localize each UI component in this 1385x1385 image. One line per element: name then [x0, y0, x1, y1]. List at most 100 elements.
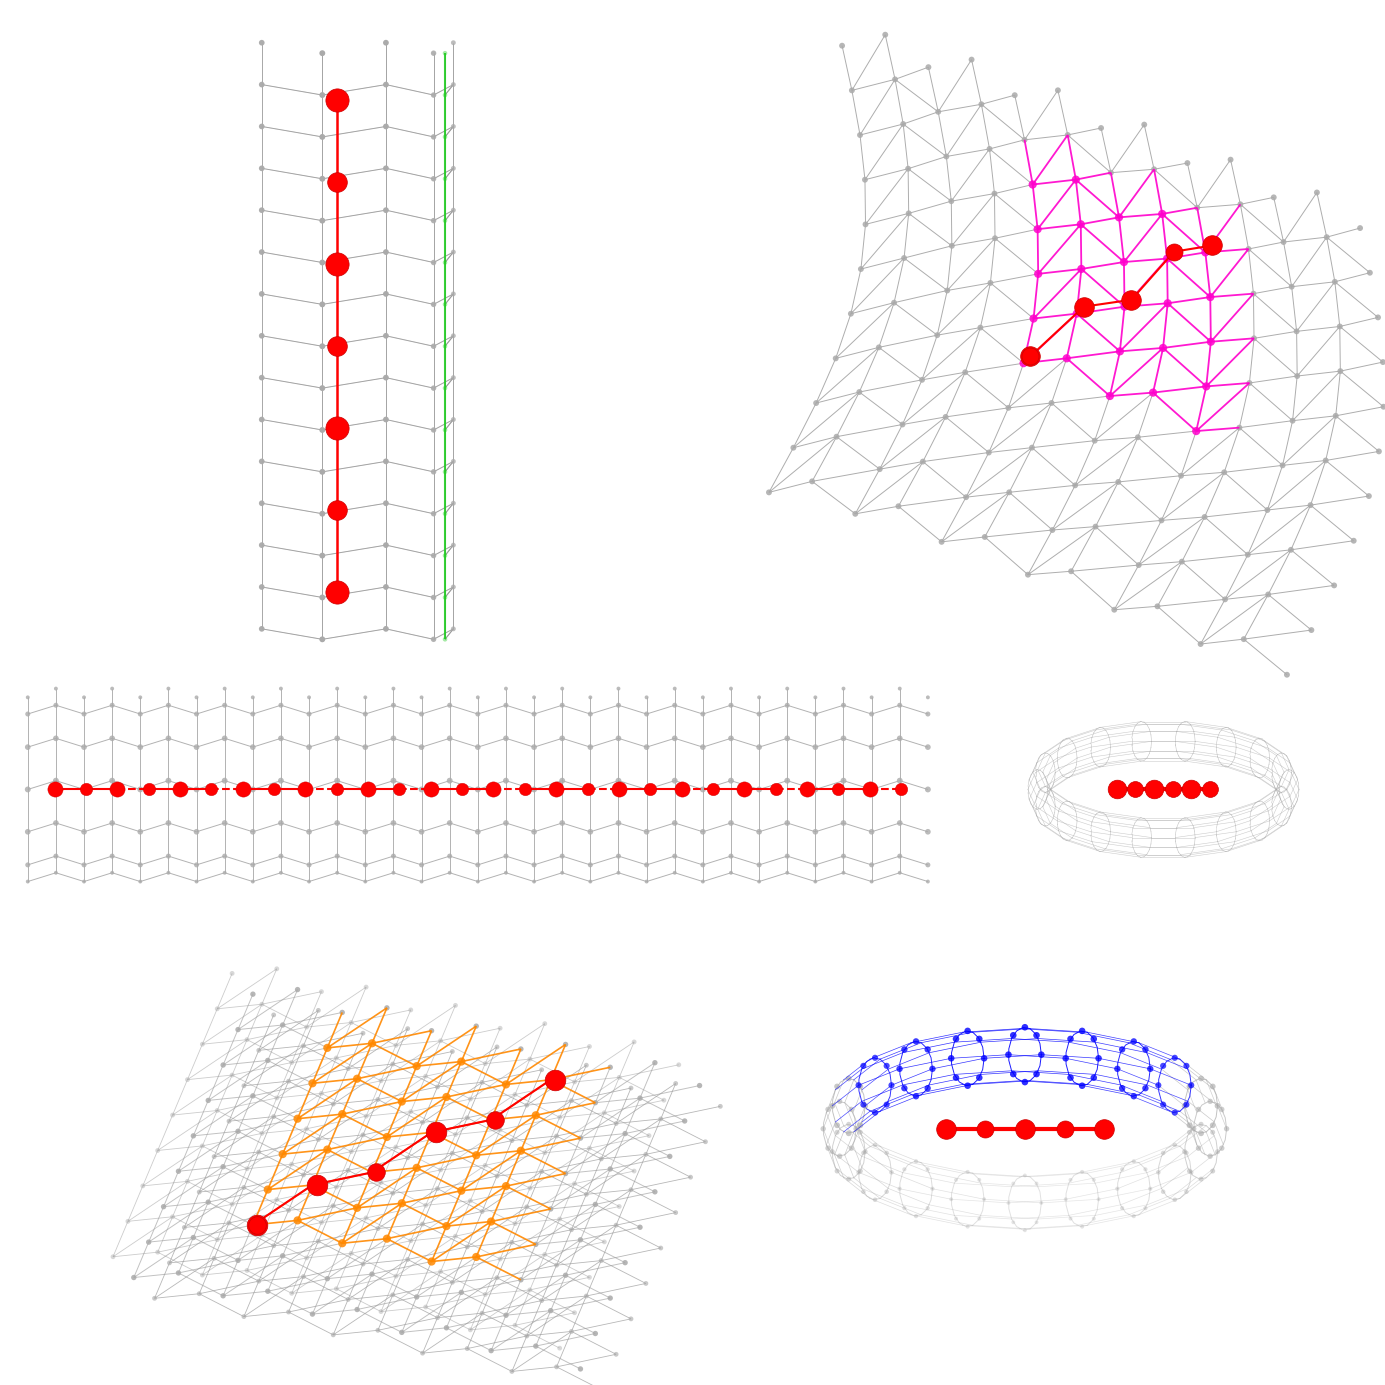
Point: [832, 845, 855, 867]
Point: [391, 1090, 413, 1112]
Point: [805, 392, 827, 414]
Point: [251, 409, 273, 431]
Point: [1083, 1169, 1105, 1191]
Point: [310, 1212, 332, 1234]
Point: [341, 1242, 363, 1265]
Point: [375, 199, 397, 222]
Point: [1022, 307, 1044, 330]
Point: [352, 1253, 374, 1276]
Point: [638, 1125, 661, 1147]
Point: [162, 1206, 184, 1228]
Point: [325, 417, 348, 439]
Point: [101, 677, 123, 699]
Point: [1025, 1212, 1047, 1234]
Point: [1003, 1062, 1025, 1084]
Point: [917, 778, 939, 801]
Point: [1071, 258, 1093, 280]
Point: [636, 870, 658, 892]
Point: [832, 694, 855, 716]
Point: [325, 727, 348, 749]
Point: [519, 1048, 542, 1071]
Point: [1173, 1141, 1195, 1163]
Point: [524, 735, 546, 758]
Point: [584, 1323, 607, 1345]
Point: [608, 727, 630, 749]
Point: [375, 367, 397, 389]
Point: [375, 618, 397, 640]
Point: [864, 1047, 886, 1069]
Point: [510, 1269, 532, 1291]
Point: [176, 1170, 198, 1192]
Point: [525, 1335, 547, 1357]
Point: [396, 1147, 418, 1169]
Point: [893, 1039, 915, 1061]
Point: [1163, 1047, 1186, 1069]
Point: [821, 1094, 843, 1116]
Point: [101, 845, 123, 867]
Point: [312, 503, 334, 525]
Point: [1143, 778, 1165, 801]
Point: [325, 253, 348, 276]
Point: [1069, 213, 1091, 235]
Point: [544, 1069, 566, 1091]
Point: [893, 247, 915, 269]
Point: [548, 1208, 571, 1230]
Point: [422, 294, 445, 316]
Point: [1152, 1094, 1174, 1116]
Point: [355, 853, 377, 875]
Point: [524, 687, 546, 709]
Point: [302, 1072, 324, 1094]
Point: [391, 1192, 413, 1215]
Point: [733, 778, 755, 801]
Point: [355, 1206, 377, 1228]
Point: [434, 294, 456, 316]
Point: [292, 1266, 314, 1288]
Point: [841, 1137, 863, 1159]
Point: [1194, 506, 1216, 528]
Point: [801, 471, 823, 493]
Point: [270, 861, 292, 884]
Point: [569, 1127, 591, 1150]
Point: [442, 450, 464, 472]
Point: [302, 1174, 324, 1197]
Point: [1349, 217, 1371, 240]
Point: [1187, 1137, 1209, 1159]
Point: [1123, 1150, 1145, 1172]
Point: [855, 169, 877, 191]
Point: [375, 367, 397, 389]
Point: [551, 845, 573, 867]
Point: [494, 727, 517, 749]
Point: [414, 1194, 436, 1216]
Point: [204, 1248, 226, 1270]
Point: [382, 861, 404, 884]
Point: [375, 241, 397, 263]
Point: [251, 324, 273, 346]
Point: [554, 1033, 576, 1055]
Point: [652, 1089, 674, 1111]
Point: [1186, 420, 1208, 442]
Point: [1017, 564, 1039, 586]
Point: [956, 486, 978, 508]
Point: [548, 1107, 571, 1129]
Point: [422, 503, 445, 525]
Point: [242, 1213, 265, 1235]
Point: [434, 586, 456, 608]
Point: [375, 73, 397, 96]
Point: [629, 1087, 651, 1109]
Point: [888, 1177, 910, 1199]
Point: [875, 1180, 897, 1202]
Point: [579, 821, 601, 843]
Point: [663, 812, 686, 834]
Point: [375, 158, 397, 180]
Point: [1030, 1043, 1053, 1065]
Point: [442, 618, 464, 640]
Point: [410, 853, 432, 875]
Point: [442, 73, 464, 96]
Point: [1019, 345, 1042, 367]
Point: [1228, 417, 1251, 439]
Point: [422, 586, 445, 608]
Point: [375, 32, 397, 54]
Point: [312, 544, 334, 566]
Point: [1176, 1055, 1198, 1078]
Point: [881, 1075, 903, 1097]
